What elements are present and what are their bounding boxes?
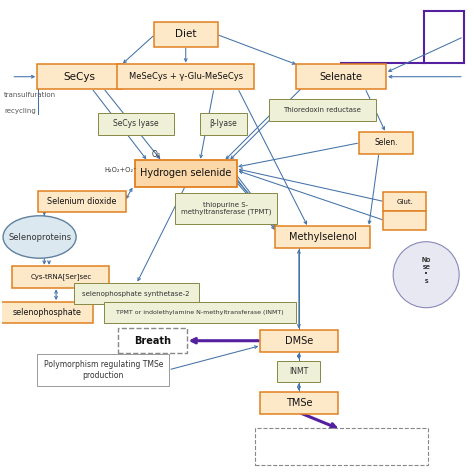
Text: transulfuration: transulfuration [4, 91, 56, 98]
FancyBboxPatch shape [277, 361, 320, 382]
FancyBboxPatch shape [200, 113, 247, 135]
FancyBboxPatch shape [104, 301, 296, 323]
Text: No
se
•
s: No se • s [421, 256, 431, 283]
FancyBboxPatch shape [359, 132, 413, 154]
FancyBboxPatch shape [275, 226, 370, 248]
Text: Selen.: Selen. [374, 138, 398, 147]
Text: INMT: INMT [289, 367, 309, 376]
FancyBboxPatch shape [383, 211, 427, 230]
Text: O₂: O₂ [151, 150, 160, 159]
Text: Selenoproteins: Selenoproteins [8, 233, 71, 241]
Text: Hydrogen selenide: Hydrogen selenide [140, 168, 231, 178]
Text: Thioredoxin reductase: Thioredoxin reductase [283, 107, 361, 113]
FancyBboxPatch shape [260, 392, 338, 414]
Text: Methylselenol: Methylselenol [289, 232, 356, 242]
FancyBboxPatch shape [135, 160, 237, 187]
FancyBboxPatch shape [269, 99, 376, 120]
Text: Breath: Breath [134, 336, 171, 346]
Text: SeCys lyase: SeCys lyase [113, 119, 159, 128]
FancyBboxPatch shape [12, 266, 109, 288]
Text: Selenate: Selenate [320, 72, 363, 82]
FancyBboxPatch shape [118, 328, 187, 354]
Text: Polymorphism regulating TMSe
production: Polymorphism regulating TMSe production [44, 360, 163, 380]
FancyBboxPatch shape [98, 113, 174, 135]
FancyBboxPatch shape [175, 193, 277, 224]
FancyBboxPatch shape [117, 64, 255, 90]
FancyBboxPatch shape [383, 192, 427, 211]
FancyBboxPatch shape [154, 21, 218, 47]
Text: Diet: Diet [175, 29, 197, 39]
FancyBboxPatch shape [37, 64, 122, 90]
FancyBboxPatch shape [296, 64, 386, 90]
Text: TMSe: TMSe [286, 398, 312, 408]
FancyBboxPatch shape [260, 330, 338, 352]
Text: SeCys: SeCys [64, 72, 96, 82]
Circle shape [393, 242, 459, 308]
Ellipse shape [3, 216, 76, 258]
FancyBboxPatch shape [0, 301, 93, 323]
Text: recycling: recycling [4, 109, 36, 115]
Text: Glut.: Glut. [397, 199, 413, 205]
Text: β-lyase: β-lyase [210, 119, 237, 128]
Text: No
se
•
s: No se • s [422, 256, 431, 283]
Text: TPMT or indolethylamine N-methyltransferase (INMT): TPMT or indolethylamine N-methyltransfer… [116, 310, 283, 315]
Text: H₂O₂+O₂⁻: H₂O₂+O₂⁻ [105, 167, 137, 173]
Text: DMSe: DMSe [285, 336, 313, 346]
Text: selenophosphate synthetase-2: selenophosphate synthetase-2 [82, 291, 190, 297]
Text: thiopurine S-
methyltransferase (TPMT): thiopurine S- methyltransferase (TPMT) [181, 202, 271, 216]
FancyBboxPatch shape [73, 283, 199, 304]
FancyBboxPatch shape [37, 355, 170, 385]
Text: Cys-tRNA[Ser]sec: Cys-tRNA[Ser]sec [30, 273, 91, 281]
Text: Selenium dioxide: Selenium dioxide [47, 197, 117, 206]
Text: MeSeCys + γ-Glu-MeSeCys: MeSeCys + γ-Glu-MeSeCys [128, 72, 243, 81]
FancyBboxPatch shape [38, 191, 126, 212]
Text: selenophosphate: selenophosphate [12, 308, 81, 317]
FancyBboxPatch shape [255, 428, 428, 465]
